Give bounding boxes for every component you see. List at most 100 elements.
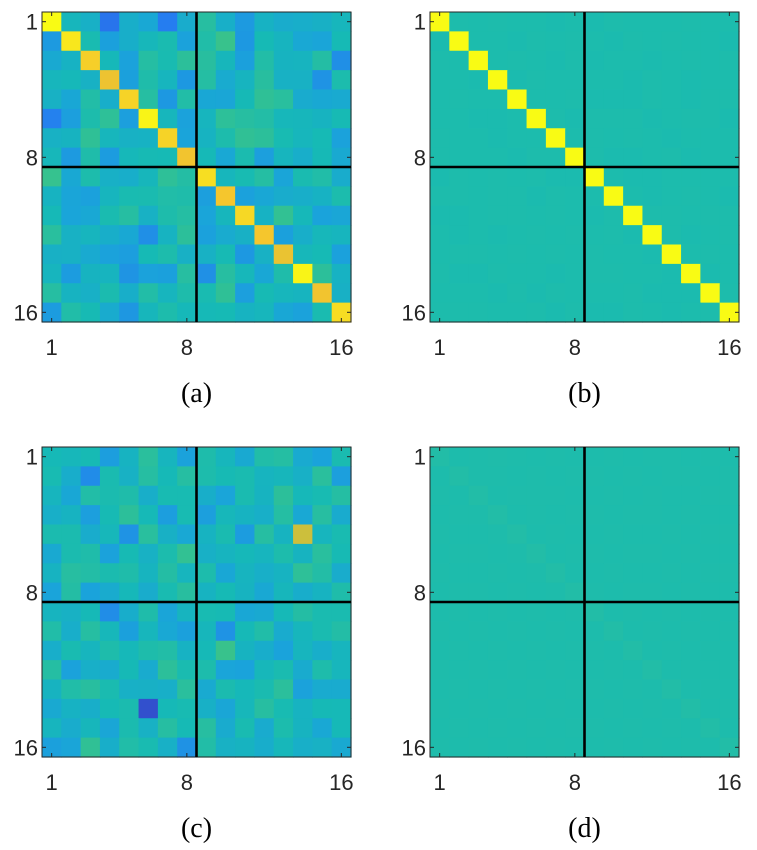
heatmap-cell (719, 563, 740, 584)
heatmap-cell (681, 602, 701, 622)
heatmap-cell (507, 543, 528, 564)
heatmap-cell (700, 12, 721, 32)
heatmap-cell (61, 543, 82, 564)
heatmap-cell (235, 147, 256, 168)
heatmap-cell (545, 128, 566, 149)
heatmap-cell (61, 621, 82, 642)
heatmap-cell (293, 263, 313, 284)
heatmap-cell (293, 718, 313, 739)
heatmap-cell (565, 660, 586, 681)
heatmap-cell (254, 505, 275, 526)
heatmap-cell (545, 543, 566, 564)
heatmap-cell (661, 447, 682, 467)
heatmap-cell (430, 186, 450, 207)
heatmap-cell (312, 128, 333, 149)
heatmap-cell (623, 582, 644, 603)
heatmap-cell (545, 108, 566, 129)
heatmap-cell (661, 485, 682, 506)
heatmap-cell (99, 660, 120, 681)
heatmap-cell (507, 718, 528, 739)
heatmap-cell (700, 205, 721, 226)
heatmap-cell (700, 582, 721, 603)
heatmap-cell (584, 283, 605, 304)
heatmap-cell (642, 505, 663, 526)
heatmap-cell (681, 524, 701, 545)
heatmap-cell (331, 640, 352, 661)
heatmap-cell (235, 283, 256, 304)
heatmap-cell (157, 225, 178, 246)
heatmap-cell (623, 718, 644, 739)
heatmap-cell (430, 582, 450, 603)
heatmap-cell (80, 128, 101, 149)
heatmap-cell (80, 205, 101, 226)
heatmap-cell (42, 108, 62, 129)
heatmap-cell (430, 31, 450, 52)
heatmap-cell (273, 485, 294, 506)
heatmap-cell (487, 466, 508, 487)
heatmap-cell (331, 466, 352, 487)
heatmap-cell (430, 70, 450, 91)
heatmap-cell (545, 50, 566, 71)
heatmap-cell (177, 505, 198, 526)
heatmap-cell (681, 505, 701, 526)
heatmap-cell (138, 70, 159, 91)
heatmap-cell (196, 718, 217, 739)
heatmap-cell (177, 640, 198, 661)
heatmap-cell (545, 263, 566, 284)
heatmap-cell (215, 660, 236, 681)
heatmap-cell (468, 167, 489, 187)
heatmap-cell (177, 283, 198, 304)
heatmap-cell (719, 128, 740, 149)
heatmap-cell (430, 718, 450, 739)
heatmap-cell (254, 244, 275, 265)
heatmap-cell (642, 524, 663, 545)
heatmap-cell (430, 128, 450, 149)
heatmap-cell (584, 128, 605, 149)
x-tick-label: 16 (717, 770, 741, 795)
heatmap-cell (235, 89, 256, 110)
x-tick-label: 8 (181, 335, 193, 360)
heatmap-cell (177, 263, 198, 284)
heatmap-cell (138, 447, 159, 467)
heatmap-cell (273, 718, 294, 739)
heatmap-cell (623, 466, 644, 487)
heatmap-cell (254, 12, 275, 32)
heatmap-cell (487, 679, 508, 700)
heatmap-cell (603, 543, 624, 564)
heatmap-cell (545, 205, 566, 226)
heatmap-cell (565, 563, 586, 584)
heatmap-cell (177, 679, 198, 700)
heatmap-cell (487, 602, 508, 622)
heatmap-cell (331, 485, 352, 506)
heatmap-cell (468, 147, 489, 168)
heatmap-cell (99, 147, 120, 168)
heatmap-cell (642, 12, 663, 32)
heatmap-cell (526, 698, 547, 719)
heatmap-cell (468, 563, 489, 584)
heatmap-cell (449, 31, 470, 52)
heatmap-cell (80, 524, 101, 545)
heatmap-cell (312, 283, 333, 304)
heatmap-cell (545, 89, 566, 110)
heatmap-cell (565, 602, 586, 622)
heatmap-cell (99, 718, 120, 739)
heatmap-cell (254, 283, 275, 304)
heatmap-cell (681, 640, 701, 661)
heatmap-cell (177, 737, 198, 758)
heatmap-cell (157, 447, 178, 467)
heatmap-cell (545, 563, 566, 584)
heatmap-cell (623, 640, 644, 661)
heatmap-cell (42, 505, 62, 526)
heatmap-cell (215, 621, 236, 642)
heatmap-cell (61, 582, 82, 603)
heatmap-cell (99, 582, 120, 603)
heatmap-cell (681, 447, 701, 467)
heatmap-cell (177, 225, 198, 246)
heatmap-cell (80, 302, 101, 323)
heatmap-cell (681, 12, 701, 32)
x-tick-label: 1 (46, 335, 58, 360)
heatmap-cell (700, 302, 721, 323)
heatmap-cell (507, 737, 528, 758)
heatmap-cell (138, 602, 159, 622)
heatmap-cell (623, 524, 644, 545)
